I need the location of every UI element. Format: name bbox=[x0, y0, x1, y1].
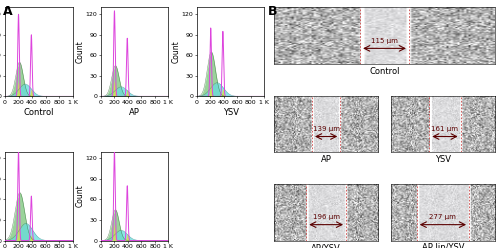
X-axis label: AP: AP bbox=[130, 108, 140, 117]
X-axis label: YSV: YSV bbox=[222, 108, 238, 117]
Text: 115 μm: 115 μm bbox=[371, 38, 398, 44]
Text: 277 μm: 277 μm bbox=[430, 214, 456, 220]
X-axis label: Control: Control bbox=[24, 108, 54, 117]
X-axis label: YSV: YSV bbox=[435, 155, 451, 164]
Text: 196 μm: 196 μm bbox=[312, 214, 340, 220]
X-axis label: AP/YSV: AP/YSV bbox=[312, 243, 341, 248]
Text: B: B bbox=[268, 5, 277, 18]
Text: A: A bbox=[2, 5, 12, 18]
X-axis label: Control: Control bbox=[370, 67, 400, 76]
Y-axis label: Count: Count bbox=[171, 41, 180, 63]
Y-axis label: Count: Count bbox=[76, 185, 84, 207]
Text: 139 μm: 139 μm bbox=[312, 126, 340, 132]
Y-axis label: Count: Count bbox=[76, 41, 84, 63]
Text: 161 μm: 161 μm bbox=[432, 126, 458, 132]
X-axis label: AP: AP bbox=[320, 155, 332, 164]
X-axis label: AP lip/YSV: AP lip/YSV bbox=[422, 243, 464, 248]
